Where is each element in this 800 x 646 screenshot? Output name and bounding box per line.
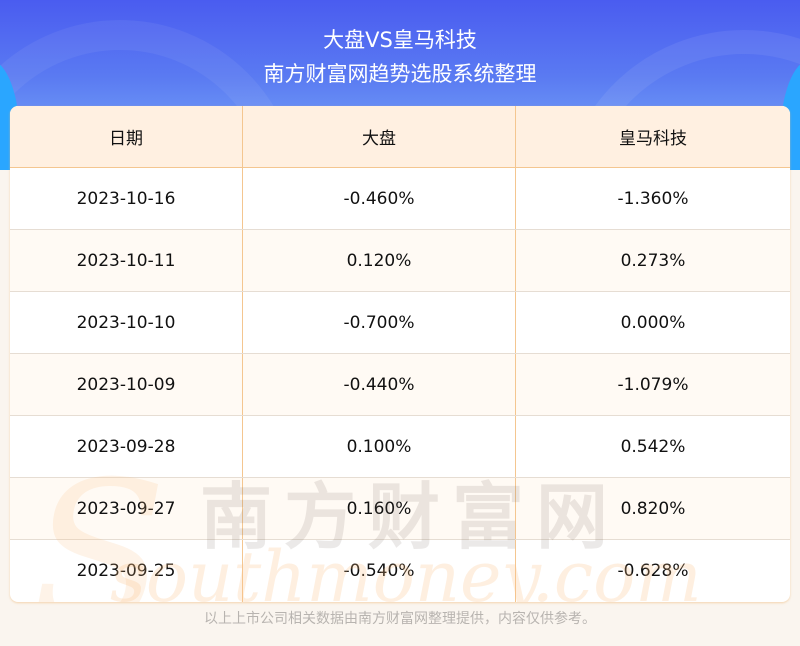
- stock-cell: 0.542%: [620, 436, 686, 457]
- table-row: 2023-10-11 0.120% 0.273%: [10, 230, 790, 292]
- market-cell: -0.460%: [243, 168, 516, 229]
- footer-note: 以上上市公司相关数据由南方财富网整理提供，内容仅供参考。: [204, 611, 596, 627]
- page-subtitle: 南方财富网趋势选股系统整理: [263, 62, 537, 86]
- stock-cell: 0.000%: [620, 312, 686, 333]
- table-row: 2023-10-16 -0.460% -1.360%: [10, 168, 790, 230]
- market-cell: 0.160%: [243, 478, 516, 539]
- table-row: 2023-09-27 0.160% 0.820%: [10, 478, 790, 540]
- date-cell: 2023-10-16: [10, 168, 243, 229]
- market-cell: -0.440%: [243, 354, 516, 415]
- column-header-stock: 皇马科技: [619, 129, 687, 149]
- stock-cell: -1.079%: [617, 374, 689, 395]
- market-cell: 0.100%: [243, 416, 516, 477]
- table-row: 2023-10-09 -0.440% -1.079%: [10, 354, 790, 416]
- stock-cell: -1.360%: [617, 188, 689, 209]
- table-row: 2023-09-28 0.100% 0.542%: [10, 416, 790, 478]
- date-cell: 2023-09-25: [10, 540, 243, 602]
- date-cell: 2023-10-11: [10, 230, 243, 291]
- table-header-row: 日期 大盘 皇马科技: [10, 106, 790, 168]
- column-header-market: 大盘: [243, 106, 516, 167]
- watermark-logo: S: [30, 439, 168, 603]
- stock-cell: -0.628%: [617, 561, 689, 581]
- market-cell: -0.700%: [243, 292, 516, 353]
- stock-cell: 0.820%: [620, 498, 686, 519]
- date-cell: 2023-09-28: [10, 416, 243, 477]
- column-header-date: 日期: [10, 106, 243, 167]
- date-cell: 2023-10-09: [10, 354, 243, 415]
- market-cell: 0.120%: [243, 230, 516, 291]
- market-cell: -0.540%: [243, 540, 516, 602]
- table-row: 2023-10-10 -0.700% 0.000%: [10, 292, 790, 354]
- table-row: 2023-09-25 -0.540% -0.628%: [10, 540, 790, 602]
- stock-cell: 0.273%: [620, 250, 686, 271]
- date-cell: 2023-10-10: [10, 292, 243, 353]
- page-title: 大盘VS皇马科技: [323, 28, 477, 52]
- comparison-table: 日期 大盘 皇马科技 2023-10-16 -0.460% -1.360% 2023-…: [10, 106, 790, 602]
- date-cell: 2023-09-27: [10, 478, 243, 539]
